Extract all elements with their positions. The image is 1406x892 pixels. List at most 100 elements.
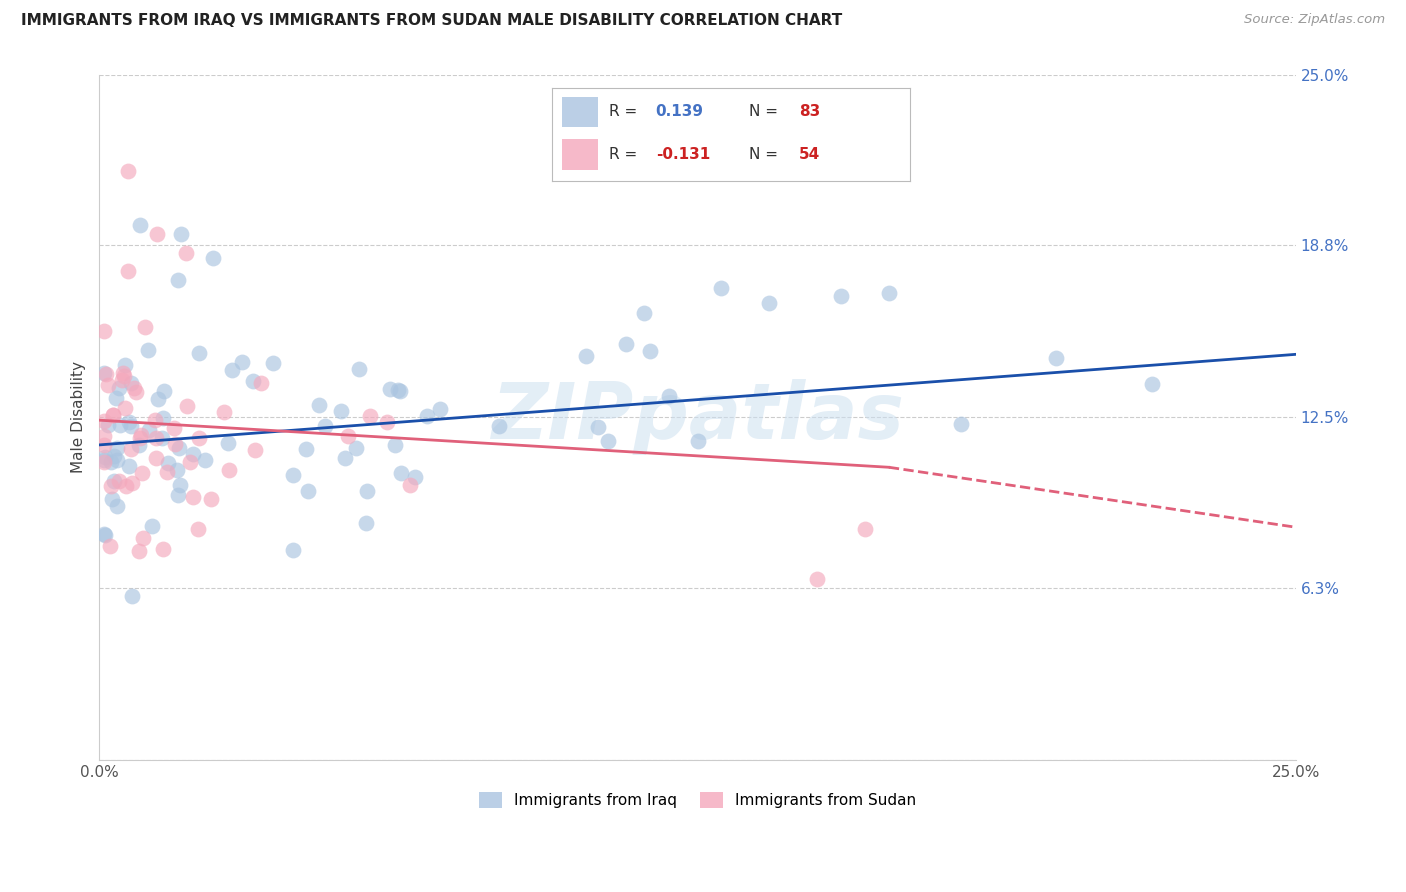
Point	[344, 442, 367, 456]
Point	[128, 543, 150, 558]
Point	[165, 437, 187, 451]
Point	[93, 437, 115, 451]
Point	[117, 163, 139, 178]
Point	[218, 463, 240, 477]
Point	[201, 252, 224, 266]
Point	[283, 542, 305, 557]
Point	[170, 227, 193, 241]
Point	[150, 431, 173, 445]
Point	[575, 349, 598, 363]
Point	[169, 478, 191, 492]
Point	[384, 438, 406, 452]
Point	[141, 518, 163, 533]
Point	[136, 343, 159, 357]
Point	[103, 408, 125, 422]
Point	[152, 541, 174, 556]
Point	[167, 273, 190, 287]
Point	[187, 346, 209, 360]
Point	[181, 447, 204, 461]
Point	[120, 442, 142, 456]
Point	[200, 492, 222, 507]
Point	[295, 442, 318, 456]
Point	[596, 434, 619, 448]
Point	[108, 474, 131, 488]
Point	[148, 392, 170, 406]
Point	[97, 377, 120, 392]
Point	[118, 415, 141, 429]
Point	[949, 417, 972, 431]
Point	[212, 405, 235, 419]
Point	[375, 415, 398, 429]
Point	[314, 419, 336, 434]
Point	[108, 417, 131, 432]
Point	[131, 466, 153, 480]
Point	[308, 398, 330, 412]
Point	[94, 450, 117, 464]
Point	[429, 402, 451, 417]
Point	[93, 454, 115, 468]
Point	[1140, 376, 1163, 391]
Point	[242, 374, 264, 388]
Point	[330, 403, 353, 417]
Point	[143, 413, 166, 427]
Text: ZIPpatlas: ZIPpatlas	[491, 379, 904, 456]
Point	[488, 418, 510, 433]
Point	[250, 376, 273, 390]
Point	[104, 391, 127, 405]
Point	[145, 431, 167, 445]
Point	[347, 361, 370, 376]
Point	[129, 431, 152, 445]
Point	[658, 389, 681, 403]
Point	[121, 475, 143, 490]
Legend: Immigrants from Iraq, Immigrants from Sudan: Immigrants from Iraq, Immigrants from Su…	[472, 786, 922, 814]
Point	[93, 429, 115, 443]
Point	[221, 363, 243, 377]
Point	[103, 474, 125, 488]
Point	[105, 499, 128, 513]
Point	[389, 466, 412, 480]
Point	[114, 359, 136, 373]
Point	[97, 417, 120, 432]
Point	[686, 434, 709, 449]
Point	[399, 478, 422, 492]
Point	[167, 488, 190, 502]
Point	[146, 227, 169, 241]
Point	[117, 264, 139, 278]
Point	[103, 449, 125, 463]
Point	[356, 483, 378, 498]
Point	[243, 443, 266, 458]
Point	[131, 427, 153, 442]
Point	[877, 285, 900, 300]
Point	[93, 528, 115, 542]
Point	[105, 441, 128, 455]
Point	[93, 527, 115, 541]
Point	[176, 399, 198, 413]
Point	[112, 369, 135, 384]
Point	[297, 484, 319, 499]
Point	[389, 384, 412, 399]
Point	[120, 419, 142, 434]
Point	[262, 356, 284, 370]
Point	[134, 320, 156, 334]
Point	[111, 373, 134, 387]
Point	[124, 382, 146, 396]
Point	[416, 409, 439, 423]
Point	[93, 414, 115, 428]
Point	[333, 451, 356, 466]
Point	[181, 491, 204, 505]
Point	[120, 376, 142, 390]
Point	[1045, 351, 1067, 365]
Point	[112, 366, 135, 380]
Point	[138, 423, 160, 437]
Text: IMMIGRANTS FROM IRAQ VS IMMIGRANTS FROM SUDAN MALE DISABILITY CORRELATION CHART: IMMIGRANTS FROM IRAQ VS IMMIGRANTS FROM …	[21, 13, 842, 29]
Point	[156, 465, 179, 479]
Point	[100, 455, 122, 469]
Point	[281, 467, 304, 482]
Point	[614, 336, 637, 351]
Point	[166, 463, 188, 477]
Y-axis label: Male Disability: Male Disability	[72, 361, 86, 474]
Point	[93, 452, 115, 467]
Point	[217, 436, 239, 450]
Point	[107, 381, 129, 395]
Point	[194, 453, 217, 467]
